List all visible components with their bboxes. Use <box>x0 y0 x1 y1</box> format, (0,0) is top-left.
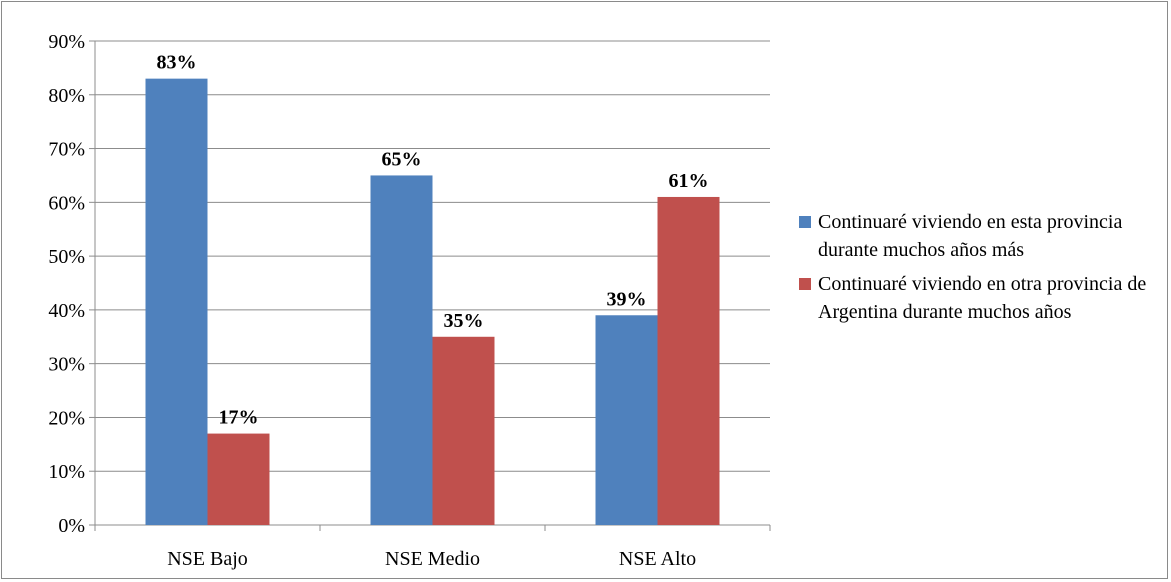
legend-swatch-series-1 <box>799 216 811 228</box>
category-label: NSE Alto <box>619 548 696 570</box>
legend-item-series-1: Continuaré viviendo en esta provincia du… <box>799 208 1169 264</box>
legend-item-series-2: Continuaré viviendo en otra provincia de… <box>799 270 1169 326</box>
legend: Continuaré viviendo en esta provincia du… <box>799 208 1169 332</box>
y-tick-label: 80% <box>48 85 85 107</box>
y-tick-label: 0% <box>58 515 85 537</box>
legend-label-series-1: Continuaré viviendo en esta provincia du… <box>818 211 1123 261</box>
bar-series-1 <box>145 78 208 526</box>
bar-series-1 <box>595 315 658 525</box>
y-tick-label: 10% <box>48 461 85 483</box>
data-label: 61% <box>669 170 709 192</box>
y-tick-label: 70% <box>48 139 85 161</box>
category-label: NSE Bajo <box>167 548 248 570</box>
bar-series-2 <box>657 196 720 525</box>
axes: 0% 10% 20% 30% 40% 50% 60% 70% 80% 90% NSE Bajo NSE… <box>48 31 771 570</box>
y-tick-label: 60% <box>48 192 85 214</box>
data-label: 35% <box>444 310 484 332</box>
category-label: NSE Medio <box>385 548 480 570</box>
bar-series-2 <box>432 336 495 525</box>
y-tick-label: 30% <box>48 354 85 376</box>
legend-swatch-series-2 <box>799 278 811 290</box>
data-labels: 83% 65% 39% 17% 35% 61% <box>157 52 709 429</box>
bar-series-1 <box>370 175 433 525</box>
data-label: 39% <box>607 288 647 310</box>
data-label: 83% <box>157 52 197 74</box>
y-tick-label: 50% <box>48 246 85 268</box>
legend-label-series-2: Continuaré viviendo en otra provincia de… <box>818 273 1147 323</box>
data-label: 65% <box>382 148 422 170</box>
y-tick-label: 90% <box>48 31 85 53</box>
y-tick-label: 40% <box>48 300 85 322</box>
y-tick-label: 20% <box>48 407 85 429</box>
data-label: 17% <box>219 407 259 429</box>
bars <box>145 78 720 526</box>
bar-series-2 <box>207 433 270 525</box>
